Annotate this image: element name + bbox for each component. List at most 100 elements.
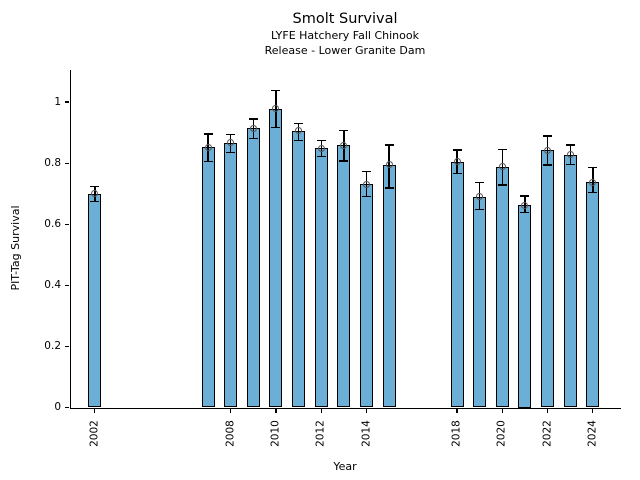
error-bar-cap-top-2008 xyxy=(226,133,236,136)
error-bar-cap-top-2009 xyxy=(248,118,258,120)
point-estimate-marker-2014 xyxy=(363,180,370,188)
x-axis-tick-label: 2012 xyxy=(314,420,327,447)
x-axis-tick-label: 2014 xyxy=(360,420,372,447)
point-estimate-marker-2013 xyxy=(340,141,348,149)
y-axis-tick xyxy=(65,162,69,164)
point-estimate-marker-2012 xyxy=(317,144,325,152)
x-axis-tick xyxy=(230,408,232,413)
error-bar-cap-bottom-2010 xyxy=(271,127,281,129)
error-bar-cap-bottom-2012 xyxy=(316,156,326,158)
error-bar-cap-bottom-2011 xyxy=(294,139,304,141)
plot-area xyxy=(70,70,621,409)
bar-year-2014 xyxy=(360,184,373,408)
error-bar-cap-bottom-2019 xyxy=(475,208,485,210)
bar-year-2008 xyxy=(224,142,238,408)
error-bar-cap-bottom-2021 xyxy=(520,211,530,214)
y-axis-tick xyxy=(65,101,69,103)
error-bar-cap-top-2023 xyxy=(565,144,575,146)
bar-year-2013 xyxy=(337,145,351,408)
point-estimate-marker-2007 xyxy=(204,143,212,151)
error-bar-cap-bottom-2024 xyxy=(588,192,598,194)
error-bar-cap-top-2024 xyxy=(588,167,598,169)
point-estimate-marker-2002 xyxy=(91,190,99,198)
point-estimate-marker-2024 xyxy=(589,178,597,186)
error-bar-cap-bottom-2008 xyxy=(226,151,236,154)
error-bar-cap-bottom-2023 xyxy=(565,163,575,166)
y-axis-tick-label: 0.4 xyxy=(44,278,61,291)
y-axis-tick-label: 1 xyxy=(54,95,61,108)
x-axis-tick xyxy=(320,408,322,413)
x-axis-tick-label: 2020 xyxy=(495,420,508,447)
error-bar-cap-top-2018 xyxy=(452,149,462,151)
error-bar-cap-top-2020 xyxy=(497,148,507,151)
y-axis-tick-label: 0.2 xyxy=(44,339,61,352)
error-bar-cap-top-2015 xyxy=(384,144,394,146)
chart-title: Smolt Survival xyxy=(292,11,398,27)
chart-subtitle-line2: Release - Lower Granite Dam xyxy=(264,44,426,57)
x-axis-tick-label: 2022 xyxy=(541,420,554,447)
x-axis-tick xyxy=(546,408,549,413)
y-axis-tick xyxy=(65,345,69,347)
y-axis-tick xyxy=(65,223,69,225)
bar-year-2012 xyxy=(314,148,328,408)
bar-year-2009 xyxy=(246,128,260,408)
error-bar-cap-top-2011 xyxy=(294,122,304,125)
bar-year-2019 xyxy=(473,196,487,408)
point-estimate-marker-2011 xyxy=(295,127,303,135)
title-block: Smolt Survival LYFE Hatchery Fall Chinoo… xyxy=(70,10,620,58)
x-axis-tick-label: 2002 xyxy=(88,420,101,447)
bar-year-2018 xyxy=(450,161,464,408)
point-estimate-marker-2020 xyxy=(498,163,506,171)
error-bar-cap-bottom-2013 xyxy=(339,160,349,162)
y-axis-label: PIT-Tag Survival xyxy=(9,205,22,291)
error-bar-cap-bottom-2014 xyxy=(362,196,371,198)
x-axis-tick-label: 2024 xyxy=(586,420,599,447)
error-bar-cap-top-2012 xyxy=(316,139,326,141)
error-bar-cap-top-2014 xyxy=(362,171,371,173)
point-estimate-marker-2015 xyxy=(385,161,393,169)
point-estimate-marker-2018 xyxy=(453,158,461,166)
x-axis-tick xyxy=(456,408,458,413)
point-estimate-marker-2019 xyxy=(476,193,484,201)
x-axis-tick-label: 2018 xyxy=(450,420,463,447)
point-estimate-marker-2021 xyxy=(521,201,529,209)
error-bar-cap-bottom-2022 xyxy=(543,164,553,166)
error-bar-cap-bottom-2020 xyxy=(497,184,507,186)
error-bar-cap-bottom-2007 xyxy=(203,160,213,163)
x-axis-tick xyxy=(501,408,503,413)
error-bar-cap-bottom-2018 xyxy=(452,172,462,174)
bar-year-2015 xyxy=(382,164,396,408)
bar-year-2007 xyxy=(201,147,215,408)
y-axis-tick-label: 0 xyxy=(54,401,61,413)
x-axis-tick xyxy=(365,408,368,413)
bar-year-2020 xyxy=(495,166,509,408)
chart-subtitle-line1: LYFE Hatchery Fall Chinook xyxy=(271,29,419,42)
y-axis-tick-label: 0.8 xyxy=(44,156,61,169)
point-estimate-marker-2010 xyxy=(272,105,280,113)
x-axis-tick xyxy=(275,408,277,413)
point-estimate-marker-2009 xyxy=(249,124,257,132)
bar-year-2011 xyxy=(292,130,306,408)
point-estimate-marker-2008 xyxy=(227,139,235,147)
bar-year-2002 xyxy=(88,193,102,408)
x-axis-tick xyxy=(592,408,594,413)
error-bar-cap-bottom-2002 xyxy=(90,200,100,203)
error-bar-cap-top-2002 xyxy=(90,185,100,188)
bar-year-2010 xyxy=(269,108,283,408)
point-estimate-marker-2023 xyxy=(566,151,574,159)
x-axis-tick-label: 2010 xyxy=(269,420,282,447)
error-bar-cap-top-2022 xyxy=(543,135,553,137)
bar-year-2021 xyxy=(518,205,532,408)
x-axis-tick xyxy=(94,408,96,413)
error-bar-cap-bottom-2015 xyxy=(384,187,394,189)
bar-year-2022 xyxy=(541,150,555,408)
bar-year-2023 xyxy=(563,154,577,408)
y-axis-tick xyxy=(65,284,69,286)
error-bar-cap-top-2007 xyxy=(203,133,213,135)
error-bar-cap-top-2013 xyxy=(339,130,349,132)
point-estimate-marker-2022 xyxy=(544,146,552,154)
error-bar-cap-top-2019 xyxy=(475,182,485,184)
error-bar-cap-bottom-2009 xyxy=(248,137,258,140)
bar-year-2024 xyxy=(586,182,600,408)
